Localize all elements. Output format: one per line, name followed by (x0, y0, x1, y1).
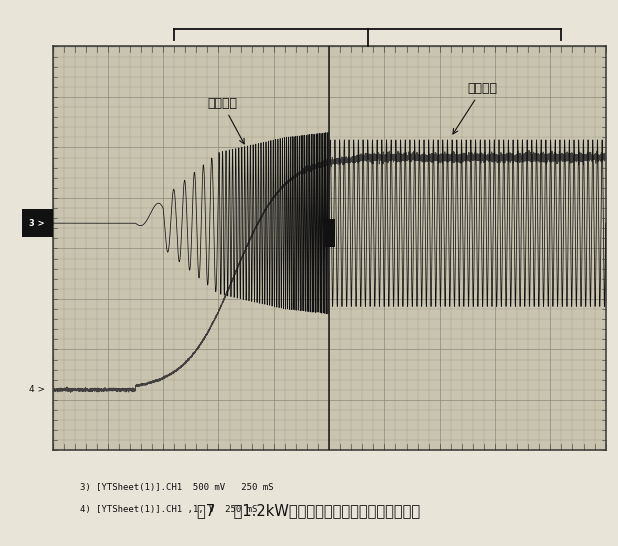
Text: 转速曲线: 转速曲线 (453, 82, 497, 134)
Bar (323, 219, 335, 247)
Text: 3 >: 3 > (29, 219, 45, 228)
Text: 图7    带1.2kW负载启动时定子电流及其转速波形: 图7 带1.2kW负载启动时定子电流及其转速波形 (197, 503, 421, 518)
Text: 3) [YTSheet(1)].CH1  500 mV   250 mS: 3) [YTSheet(1)].CH1 500 mV 250 mS (80, 483, 274, 492)
Bar (22, 209, 53, 238)
Text: 4 >: 4 > (29, 385, 45, 394)
Text: 定子电流: 定子电流 (208, 97, 244, 144)
Text: 4) [YTSheet(1)].CH1 ,1, V  250 mS: 4) [YTSheet(1)].CH1 ,1, V 250 mS (80, 505, 258, 514)
